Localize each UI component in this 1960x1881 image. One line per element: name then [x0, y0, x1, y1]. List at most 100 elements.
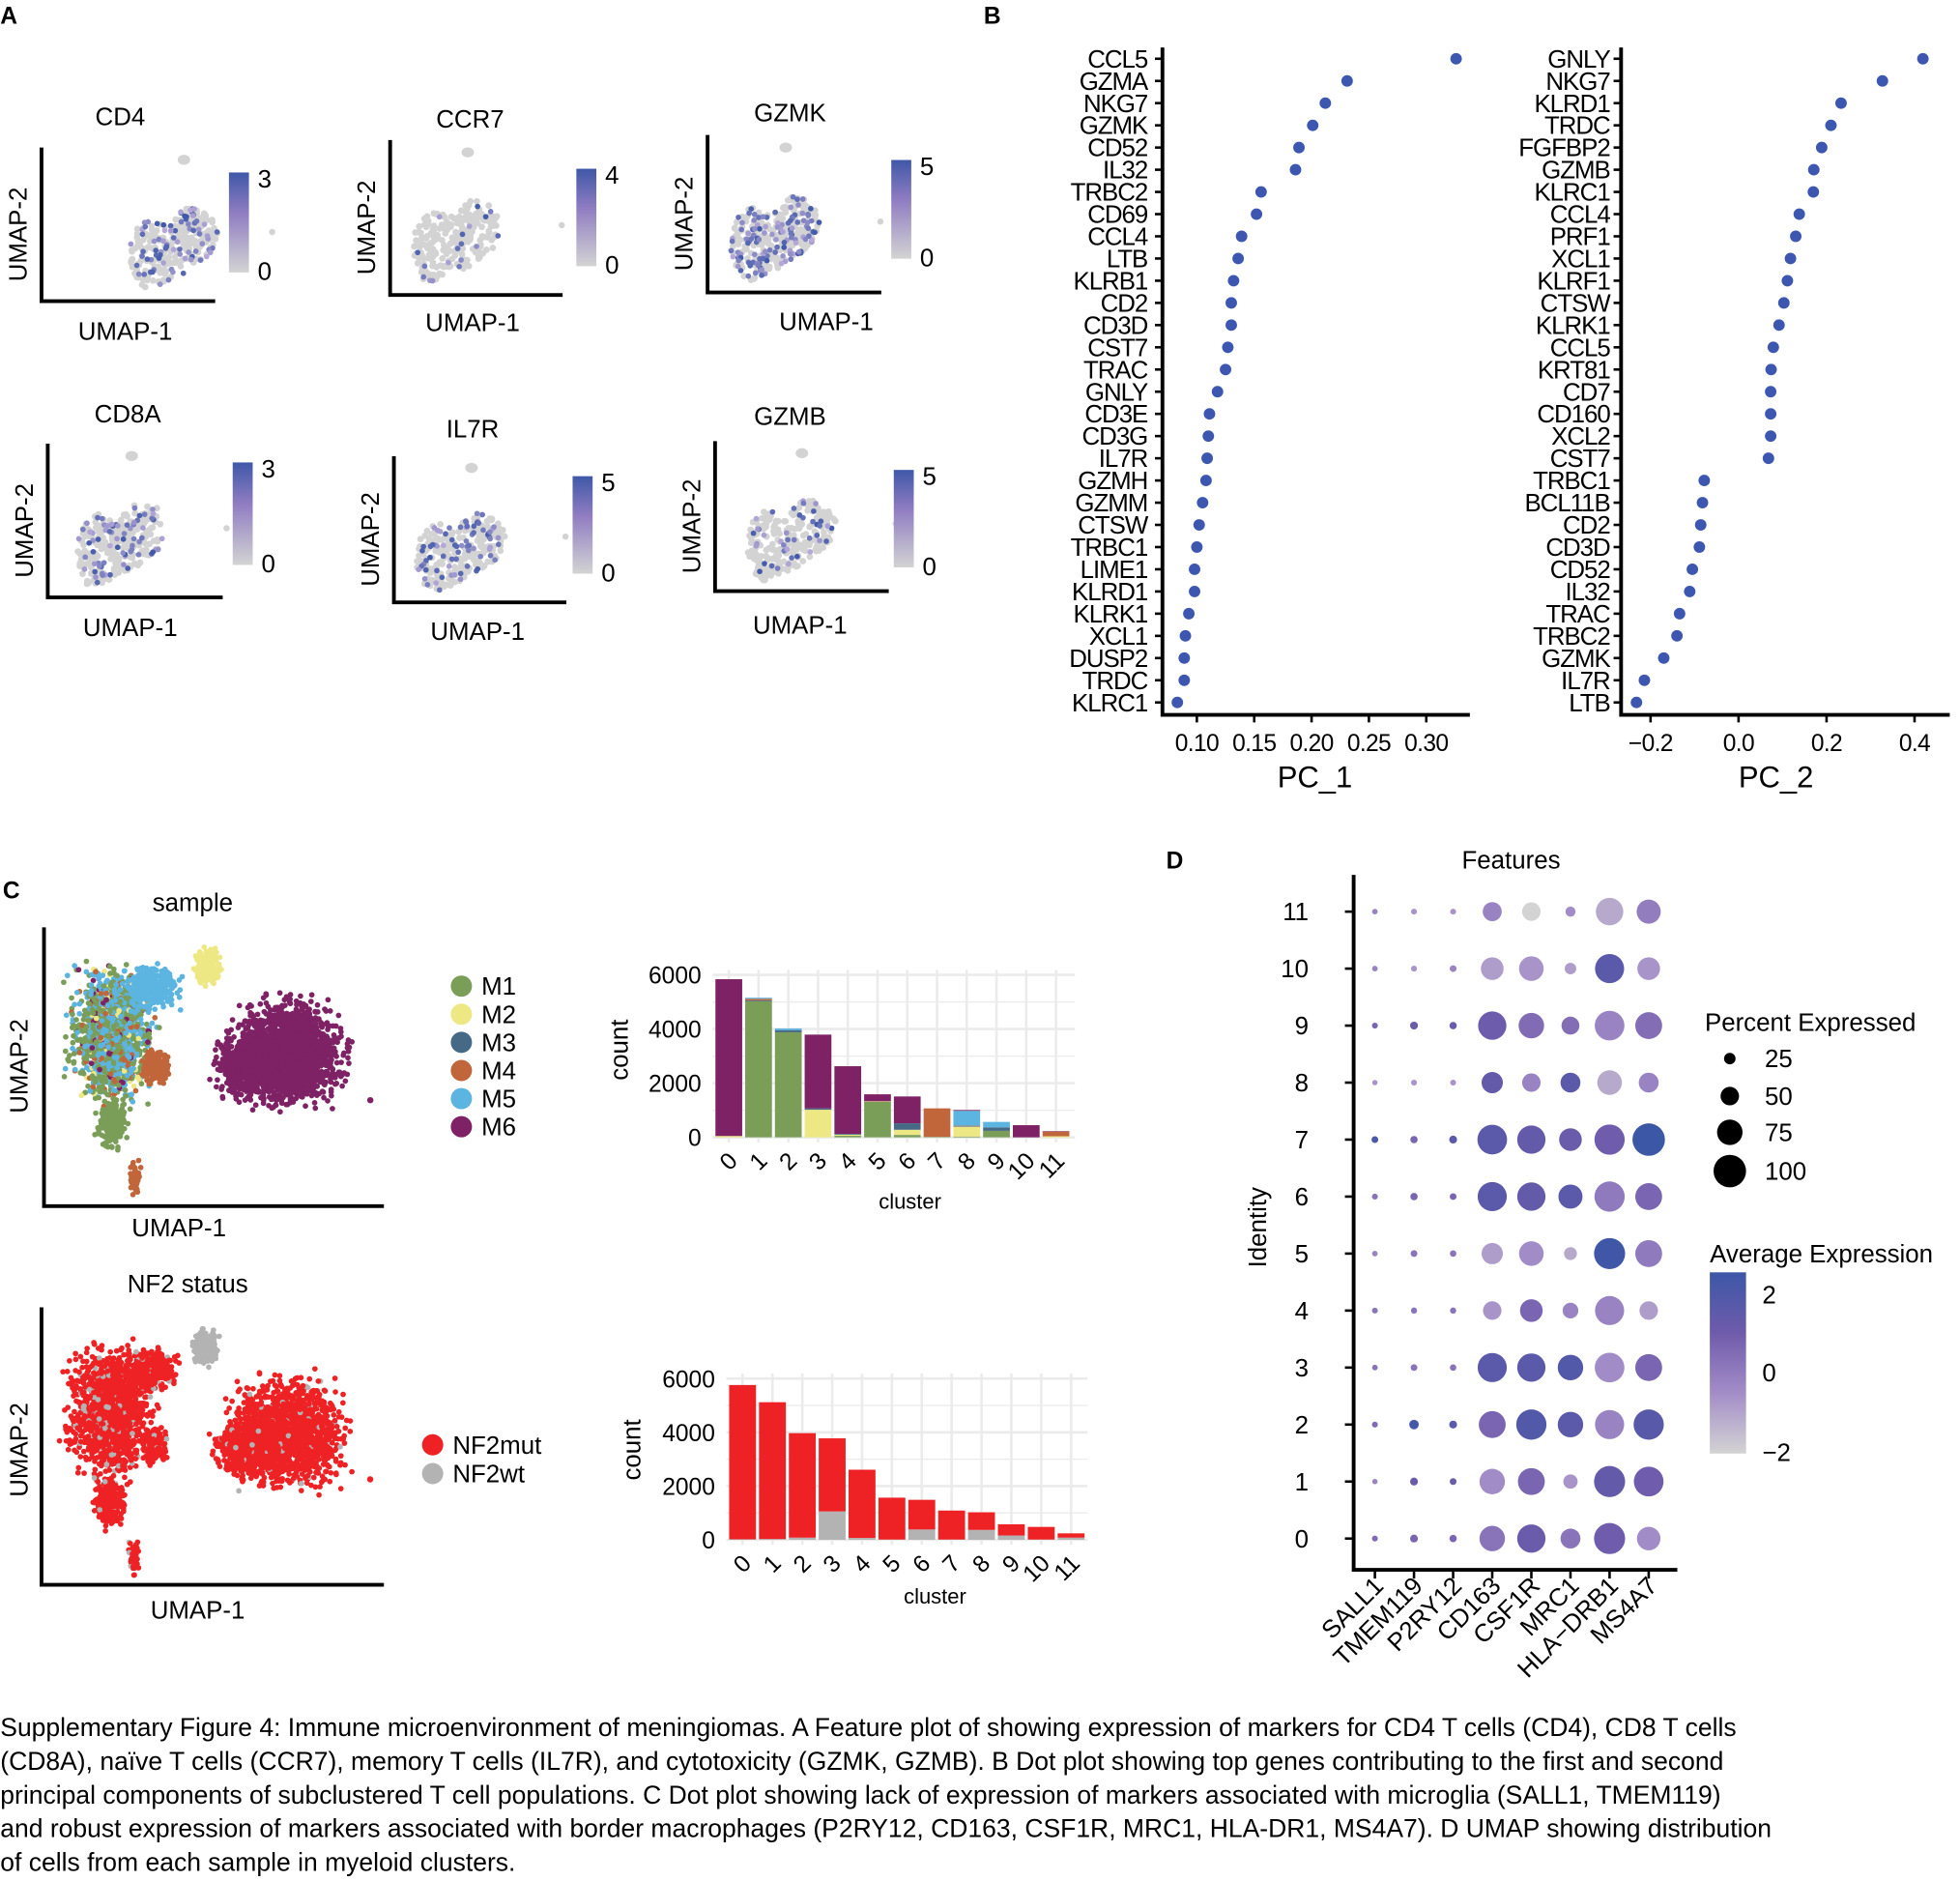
expressing-cell-point	[153, 247, 159, 253]
expressing-cell-point	[91, 561, 98, 567]
cell-point	[83, 580, 91, 588]
expressing-cell-point	[135, 271, 142, 277]
cell-point	[229, 1017, 236, 1023]
expressing-cell-point	[476, 520, 482, 527]
expressing-cell-point	[474, 244, 479, 249]
cell-point	[770, 523, 777, 531]
loading-point	[1225, 319, 1237, 332]
expressing-cell-point	[755, 262, 762, 269]
feature-plot-title: GZMB	[754, 404, 826, 431]
cell-point	[465, 202, 473, 209]
expressing-cell-point	[748, 236, 755, 242]
expressing-cell-point	[427, 554, 433, 561]
cell-point	[429, 246, 437, 252]
cell-point	[253, 1083, 259, 1089]
cell-point	[227, 1057, 234, 1063]
expressing-cell-point	[808, 205, 814, 212]
axis-lines	[706, 134, 881, 295]
expressing-cell-point	[778, 260, 785, 267]
expressing-cell-point	[737, 268, 744, 274]
expressing-cell-point	[774, 224, 781, 230]
loading-point	[1232, 252, 1245, 265]
loading-point	[1793, 208, 1805, 220]
cell-point	[171, 222, 179, 230]
cell-point	[799, 532, 807, 539]
expressing-cell-point	[752, 270, 759, 276]
cell-point	[478, 233, 486, 240]
cell-point	[310, 1085, 317, 1091]
expressing-cell-point	[475, 565, 481, 572]
colorbar-max-label: 3	[262, 456, 275, 483]
axis-lines	[1619, 47, 1950, 717]
cell-point	[789, 546, 796, 554]
cell-point	[278, 1051, 284, 1057]
x-tick-label: 0.0	[1723, 731, 1754, 757]
expressing-cell-point	[151, 238, 158, 245]
expressing-cell-point	[735, 263, 741, 270]
cell-point	[447, 213, 455, 220]
cell-point	[133, 234, 141, 241]
cell-point	[489, 245, 497, 251]
x-tick-label: 0.30	[1404, 731, 1448, 757]
cell-point	[321, 1036, 328, 1043]
cell-point	[417, 243, 423, 250]
cell-point	[128, 257, 135, 265]
cell-point	[411, 243, 418, 249]
expressing-cell-point	[433, 580, 440, 587]
cell-point	[235, 1091, 242, 1097]
expressing-cell-point	[135, 551, 142, 558]
x-tick-label: −0.2	[1629, 731, 1673, 757]
colorbar-max-label: 3	[258, 166, 272, 193]
loading-point	[1202, 430, 1215, 443]
expressing-cell-point	[761, 532, 767, 538]
cell-point	[439, 255, 447, 262]
cell-point	[499, 527, 506, 534]
cell-point	[271, 1059, 277, 1066]
expressing-cell-point	[92, 568, 99, 575]
expressing-cell-point	[170, 246, 177, 253]
expressing-cell-point	[196, 231, 203, 237]
cell-point	[485, 227, 493, 235]
cell-point	[488, 236, 496, 244]
cell-point	[172, 257, 180, 265]
loading-point	[1178, 674, 1191, 686]
expressing-cell-point	[155, 546, 161, 553]
expressing-cell-point	[90, 548, 97, 555]
loading-point	[1235, 230, 1248, 243]
cell-point	[273, 1049, 279, 1056]
cell-point	[172, 216, 180, 223]
expressing-cell-point	[781, 541, 787, 548]
expressing-cell-point	[796, 512, 803, 518]
expressing-cell-point	[207, 249, 214, 256]
expressing-cell-point	[486, 546, 493, 552]
cell-point	[287, 1000, 294, 1007]
expressing-cell-point	[121, 562, 127, 567]
cell-point	[74, 548, 81, 555]
expressing-cell-point	[474, 510, 480, 517]
x-tick-label: 0.25	[1347, 731, 1391, 757]
expressing-cell-point	[190, 227, 196, 234]
colorbar	[576, 168, 597, 267]
loading-point	[1784, 252, 1797, 265]
pc-loading-plot-2: GNLYNKG7KLRD1TRDCFGFBP2GZMBKLRC1CCL4PRF1…	[1518, 46, 1950, 795]
cell-island	[795, 448, 809, 459]
loading-point	[1773, 319, 1785, 332]
expressing-cell-point	[730, 253, 736, 260]
expressing-cell-point	[140, 525, 146, 531]
cell-point	[213, 1047, 218, 1053]
cell-point	[122, 510, 130, 518]
colorbar-max-label: 5	[920, 154, 934, 181]
colorbar-max-label: 5	[923, 464, 937, 491]
cell-point	[478, 223, 485, 231]
cell-point	[429, 259, 437, 267]
loading-point	[1319, 97, 1332, 109]
expressing-cell-point	[142, 223, 149, 230]
cell-point	[182, 241, 189, 248]
expressing-cell-point	[458, 257, 464, 263]
cell-point	[299, 1048, 305, 1055]
axis-lines	[388, 139, 563, 298]
expressing-cell-point	[97, 563, 102, 569]
cell-point	[464, 262, 472, 269]
cell-point	[218, 1086, 224, 1092]
cell-point	[284, 1089, 290, 1095]
